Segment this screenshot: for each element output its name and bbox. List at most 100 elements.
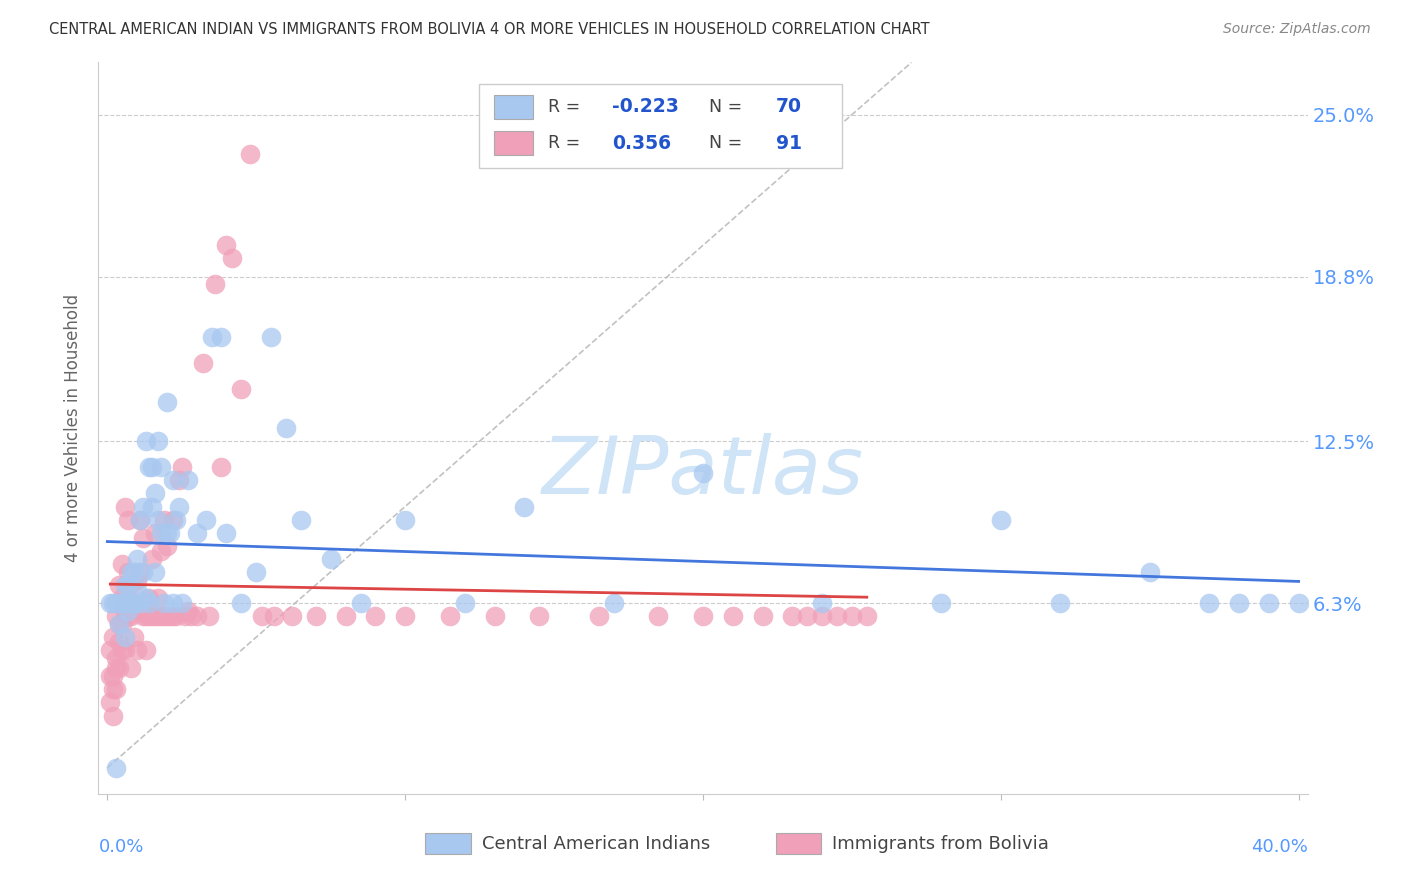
Point bbox=[114, 578, 136, 592]
Point bbox=[105, 596, 128, 610]
Point bbox=[98, 669, 121, 683]
Point bbox=[349, 596, 371, 610]
Point bbox=[111, 591, 134, 605]
Point bbox=[1227, 596, 1250, 610]
Point bbox=[127, 583, 149, 598]
Point bbox=[156, 395, 179, 409]
Point bbox=[103, 708, 125, 723]
Point bbox=[263, 609, 285, 624]
Point bbox=[108, 617, 131, 632]
Point bbox=[177, 604, 200, 618]
Point bbox=[588, 609, 610, 624]
Point bbox=[454, 596, 477, 610]
Point bbox=[98, 696, 121, 710]
Point bbox=[204, 277, 226, 292]
Point bbox=[364, 609, 387, 624]
Text: R =: R = bbox=[548, 135, 581, 153]
Point bbox=[149, 609, 172, 624]
Point bbox=[153, 596, 176, 610]
Point bbox=[111, 596, 134, 610]
Point bbox=[117, 604, 139, 618]
Point bbox=[120, 596, 142, 610]
Point bbox=[245, 565, 267, 579]
Text: Central American Indians: Central American Indians bbox=[482, 835, 710, 853]
Point bbox=[103, 630, 125, 644]
Point bbox=[825, 609, 848, 624]
Y-axis label: 4 or more Vehicles in Household: 4 or more Vehicles in Household bbox=[65, 294, 83, 562]
Point bbox=[484, 609, 506, 624]
Point bbox=[149, 460, 172, 475]
Point bbox=[138, 596, 160, 610]
Point bbox=[1257, 596, 1279, 610]
Point bbox=[135, 643, 157, 657]
Point bbox=[138, 591, 160, 605]
Point bbox=[127, 551, 149, 566]
Point bbox=[120, 609, 142, 624]
Point bbox=[105, 609, 128, 624]
Point bbox=[162, 596, 184, 610]
Point bbox=[156, 525, 179, 540]
Text: 70: 70 bbox=[776, 97, 801, 116]
Point bbox=[159, 525, 181, 540]
Point bbox=[122, 596, 145, 610]
Point bbox=[103, 596, 125, 610]
Point bbox=[180, 609, 202, 624]
Point bbox=[162, 609, 184, 624]
Point bbox=[146, 609, 169, 624]
Point bbox=[156, 539, 179, 553]
Point bbox=[170, 596, 193, 610]
Point bbox=[108, 578, 131, 592]
Point bbox=[141, 609, 163, 624]
Point bbox=[319, 551, 342, 566]
Point bbox=[143, 609, 166, 624]
Point bbox=[143, 565, 166, 579]
Point bbox=[111, 643, 134, 657]
Point bbox=[177, 474, 200, 488]
Point bbox=[602, 596, 624, 610]
Point bbox=[215, 525, 238, 540]
Text: 40.0%: 40.0% bbox=[1251, 838, 1308, 855]
Point bbox=[122, 565, 145, 579]
Point bbox=[111, 596, 134, 610]
Point bbox=[751, 609, 773, 624]
Point bbox=[132, 565, 155, 579]
Point bbox=[692, 609, 714, 624]
Point bbox=[129, 596, 152, 610]
Point bbox=[153, 512, 176, 526]
Point bbox=[796, 609, 818, 624]
Point bbox=[162, 512, 184, 526]
Point bbox=[1139, 565, 1161, 579]
Point bbox=[149, 544, 172, 558]
FancyBboxPatch shape bbox=[776, 833, 821, 854]
Point bbox=[165, 609, 187, 624]
Point bbox=[513, 500, 536, 514]
Point bbox=[149, 525, 172, 540]
Point bbox=[105, 682, 128, 697]
Point bbox=[200, 330, 222, 344]
Point bbox=[146, 591, 169, 605]
Point bbox=[215, 238, 238, 252]
Point bbox=[141, 460, 163, 475]
Point bbox=[120, 578, 142, 592]
Point bbox=[290, 512, 312, 526]
Point bbox=[138, 609, 160, 624]
Point bbox=[127, 643, 149, 657]
Point bbox=[260, 330, 283, 344]
Text: Immigrants from Bolivia: Immigrants from Bolivia bbox=[832, 835, 1049, 853]
Point bbox=[165, 512, 187, 526]
Point bbox=[239, 146, 262, 161]
Point bbox=[153, 609, 176, 624]
Point bbox=[252, 609, 274, 624]
Point bbox=[811, 596, 834, 610]
Point bbox=[98, 596, 121, 610]
Point bbox=[305, 609, 328, 624]
Point bbox=[274, 421, 297, 435]
Point bbox=[156, 609, 179, 624]
Point bbox=[138, 460, 160, 475]
Point bbox=[647, 609, 669, 624]
Point bbox=[439, 609, 461, 624]
Point bbox=[173, 609, 195, 624]
Point bbox=[221, 252, 243, 266]
Point bbox=[132, 531, 155, 545]
Point bbox=[167, 474, 190, 488]
